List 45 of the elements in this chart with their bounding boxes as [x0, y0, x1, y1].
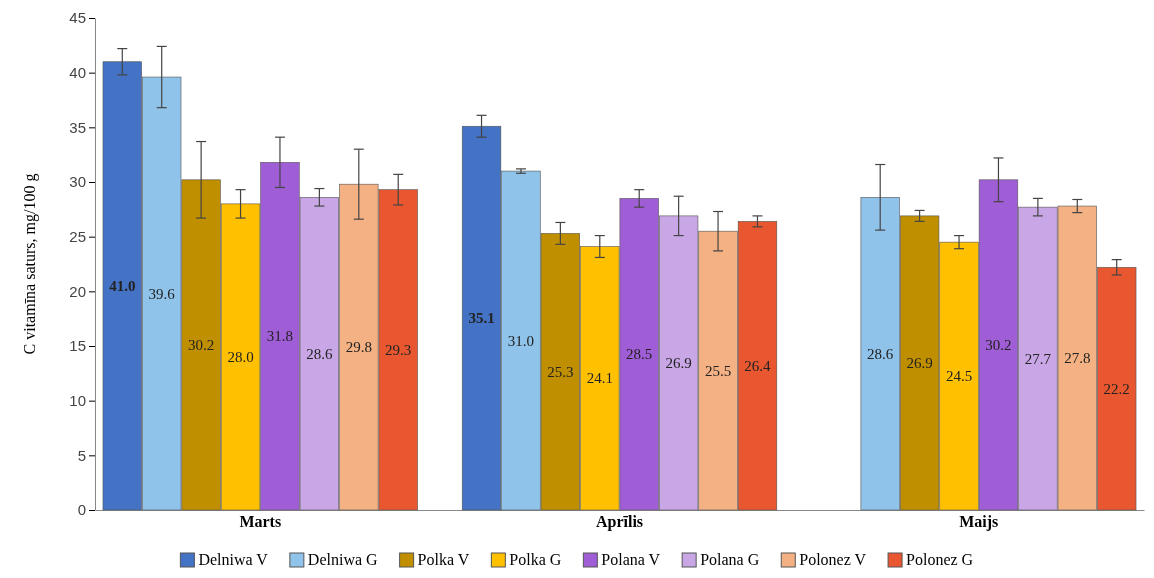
legend-label: Delniwa G [307, 551, 379, 568]
data-label: 24.1 [586, 370, 613, 387]
y-tick-label: 25 [69, 227, 86, 245]
data-label: 30.2 [985, 336, 1012, 353]
y-tick-label: 40 [69, 63, 86, 81]
y-tick-label: 45 [69, 9, 86, 27]
legend-label: Polana V [601, 551, 661, 568]
x-tick-label: Aprīlis [595, 513, 644, 532]
y-tick-label: 30 [69, 173, 86, 191]
data-label: 24.5 [945, 368, 973, 385]
data-label: 39.6 [148, 285, 176, 302]
legend-label: Polonez V [799, 551, 867, 568]
y-tick-label: 10 [69, 391, 86, 409]
data-label: 26.9 [906, 354, 933, 371]
data-label: 31.0 [507, 332, 535, 349]
y-tick-label: 15 [69, 337, 86, 355]
data-label: 26.4 [744, 357, 772, 374]
y-tick-label: 35 [69, 118, 86, 136]
legend-label: Polana G [700, 551, 760, 568]
data-label: 30.2 [188, 336, 215, 353]
data-label: 27.7 [1024, 350, 1052, 367]
legend-label: Polka G [509, 551, 562, 568]
data-label: 25.3 [547, 363, 574, 380]
y-axis-title: C vitamīna saturs, mg/100 g [21, 173, 39, 355]
x-tick-label: Maijs [959, 513, 999, 532]
data-label: 25.5 [704, 362, 732, 379]
data-label: 22.2 [1103, 380, 1130, 397]
x-tick-label: Marts [239, 513, 282, 531]
legend-label: Polka V [417, 551, 470, 568]
y-tick-label: 5 [77, 446, 86, 464]
data-label: 26.9 [665, 354, 692, 371]
data-label: 31.8 [266, 328, 294, 345]
data-label: 28.0 [227, 348, 254, 365]
data-label: 27.8 [1064, 350, 1091, 367]
legend-label: Polonez G [906, 551, 974, 568]
data-label: 35.1 [468, 310, 495, 327]
legend-label: Delniwa V [198, 551, 269, 568]
data-label: 28.5 [626, 346, 653, 363]
y-tick-label: 0 [77, 501, 86, 519]
data-label: 28.6 [867, 345, 894, 362]
data-label: 29.8 [345, 339, 372, 356]
y-tick-label: 20 [69, 282, 86, 300]
data-label: 41.0 [109, 277, 136, 294]
data-label: 29.3 [385, 341, 412, 358]
data-label: 28.6 [306, 345, 334, 362]
